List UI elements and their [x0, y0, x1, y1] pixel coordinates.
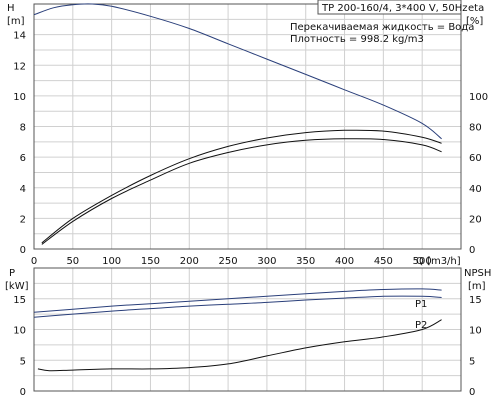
flow-axis-label: Q [m3/h]	[416, 256, 461, 267]
liquid-info: Перекачиваемая жидкость = Вода	[290, 22, 474, 33]
x-tick-label: 100	[102, 256, 121, 267]
npsh-axis-label-top: NPSH	[464, 268, 491, 279]
npsh-axis-label-bottom: [m]	[468, 281, 486, 292]
upper-curves	[33, 3, 442, 245]
pump-title: TP 200-160/4, 3*400 V, 50Hz	[321, 3, 468, 14]
x-tick-label: 300	[257, 256, 276, 267]
curve-H	[33, 3, 442, 140]
head-tick-label: 6	[20, 153, 26, 164]
power-axis-label-bottom: [kW]	[5, 281, 29, 292]
p1-series-label: P1	[415, 299, 427, 310]
upper-x-ticks: 0 50 100 150 200 250 300 350 400 450 500	[31, 256, 432, 267]
eta-tick-label: 40	[469, 184, 482, 195]
x-tick-label: 250	[219, 256, 238, 267]
eta-tick-label: 60	[469, 153, 482, 164]
curve-eta-upper	[41, 129, 442, 244]
lower-curves	[33, 288, 442, 372]
head-tick-label: 14	[13, 31, 26, 42]
curve-p1	[33, 288, 442, 313]
eta-axis-ticks: 0 20 40 60 80 100	[469, 92, 488, 256]
x-tick-label: 400	[335, 256, 354, 267]
upper-panel: 0 50 100 150 200 250 300 350 400 450 500 024681012…	[7, 0, 488, 267]
eta-tick-label: 80	[469, 123, 482, 134]
head-tick-label: 2	[20, 214, 26, 225]
curve-eta-lower	[41, 138, 442, 245]
head-tick-label: 12	[13, 61, 26, 72]
lower-panel: 0 5 10 15 0 5 10 15 P [kW] NPSH [m] P1 P2	[5, 267, 491, 398]
npsh-axis-ticks: 0 5 10 15	[469, 295, 482, 398]
power-tick-label: 10	[13, 326, 26, 337]
upper-frame	[33, 3, 462, 250]
x-tick-label: 200	[180, 256, 199, 267]
density-info: Плотность = 998.2 kg/m3	[290, 34, 424, 45]
x-tick-label: 450	[374, 256, 393, 267]
x-tick-label: 50	[66, 256, 79, 267]
p2-series-label: P2	[415, 320, 427, 331]
power-tick-label: 15	[13, 295, 26, 306]
npsh-tick-label: 15	[469, 295, 482, 306]
head-tick-label: 0	[20, 245, 26, 256]
npsh-tick-label: 0	[469, 387, 475, 398]
npsh-tick-label: 10	[469, 326, 482, 337]
head-axis-label-bottom: [m]	[7, 16, 25, 27]
head-tick-label: 10	[13, 92, 26, 103]
x-tick-label: 150	[141, 256, 160, 267]
npsh-tick-label: 5	[469, 356, 475, 367]
head-tick-label: 8	[20, 123, 26, 134]
curve-npsh	[37, 319, 442, 372]
eta-tick-label: 0	[469, 245, 475, 256]
head-axis-ticks: 0 2 4 6 8 10 12 14	[13, 31, 26, 256]
lower-frame	[33, 267, 462, 392]
power-axis-ticks: 0 5 10 15	[13, 295, 26, 398]
eta-tick-label: 100	[469, 92, 488, 103]
x-tick-label: 500	[413, 256, 432, 267]
head-axis-label-top: H	[7, 3, 15, 14]
lower-grid	[34, 268, 461, 391]
curve-p2	[33, 295, 442, 318]
title-box	[317, 0, 462, 15]
x-tick-label: 0	[31, 256, 37, 267]
power-tick-label: 0	[20, 387, 26, 398]
power-axis-label-top: P	[9, 268, 15, 279]
head-tick-label: 4	[20, 184, 26, 195]
eta-axis-label-bottom: [%]	[466, 16, 483, 27]
eta-axis-label-top: eta	[468, 3, 484, 14]
eta-tick-label: 20	[469, 214, 482, 225]
power-tick-label: 5	[20, 356, 26, 367]
upper-grid	[34, 4, 461, 249]
x-tick-label: 350	[296, 256, 315, 267]
